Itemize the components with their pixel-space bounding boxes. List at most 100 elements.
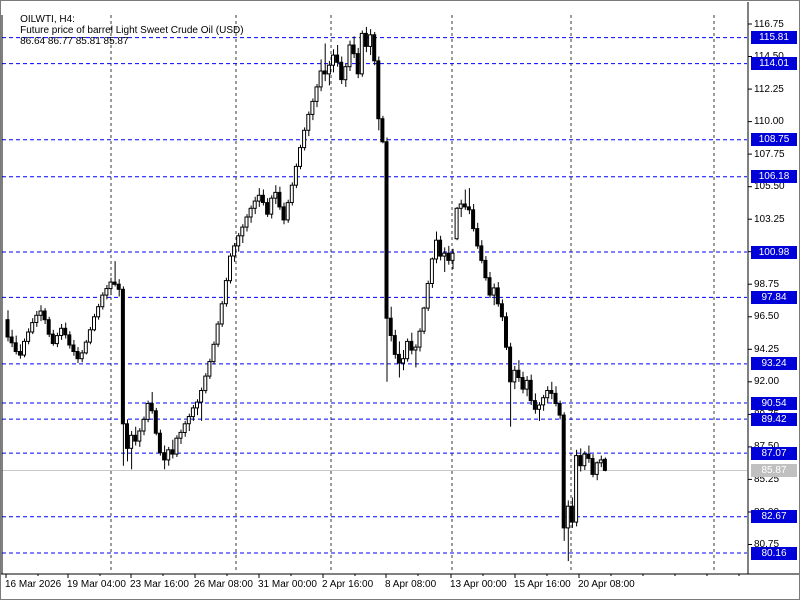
candle-body	[499, 303, 504, 318]
candle-body	[359, 32, 364, 75]
candle-body	[289, 184, 294, 203]
time-tick-label: 16 Mar 2026	[5, 579, 62, 590]
candle-body	[219, 303, 224, 325]
candle-body	[508, 346, 513, 383]
candle-body	[479, 245, 484, 261]
candle-body	[269, 197, 274, 215]
price-level-badge[interactable]: 87.07	[751, 446, 797, 460]
candle-body	[442, 252, 447, 257]
candle-body	[565, 505, 570, 529]
candle-body	[256, 194, 261, 202]
price-tick-label: 80.75	[754, 539, 780, 550]
price-level-badge[interactable]: 97.84	[751, 290, 797, 304]
candle-body	[578, 455, 583, 467]
candle-body	[355, 53, 360, 75]
candle-body	[67, 334, 72, 346]
price-level-badge[interactable]: 106.18	[751, 170, 797, 184]
candle-body	[372, 34, 377, 62]
candle-body	[569, 505, 574, 523]
candle-body	[96, 306, 101, 318]
price-level-badge[interactable]: 80.16	[751, 546, 797, 560]
price-level-badge[interactable]: 100.98	[751, 245, 797, 259]
candle-body	[594, 462, 599, 475]
candle-body	[322, 70, 327, 75]
candle-body	[331, 54, 335, 66]
candle-body	[401, 358, 405, 364]
candle-body	[232, 245, 237, 257]
price-level-badge[interactable]: 108.75	[751, 133, 797, 147]
candle-body	[483, 259, 488, 279]
candle-body	[281, 206, 286, 221]
candle-body	[178, 431, 183, 439]
candle-body	[491, 287, 496, 296]
candle-body	[310, 100, 315, 115]
candle-body	[228, 255, 232, 282]
candle-body	[343, 66, 348, 81]
candle-body	[79, 352, 84, 360]
candle-body	[537, 404, 541, 410]
current-price-badge: 85.87	[751, 464, 797, 477]
candle-body	[87, 329, 92, 343]
candle-body	[598, 459, 603, 464]
candle-body	[108, 281, 113, 290]
candle-body	[34, 314, 39, 323]
candle-body	[314, 86, 319, 102]
candle-body	[302, 129, 307, 149]
candle-body	[458, 203, 463, 209]
candle-body	[545, 390, 550, 399]
candle-body	[326, 64, 331, 75]
candle-body	[195, 401, 199, 409]
candle-body	[260, 194, 265, 204]
candle-body	[541, 397, 546, 406]
candle-body	[417, 330, 422, 348]
candle-body	[63, 327, 68, 336]
candle-body	[133, 434, 138, 442]
candle-body	[475, 228, 480, 247]
candle-body	[504, 316, 508, 348]
price-level-badge[interactable]: 114.01	[751, 57, 797, 71]
candle-body	[450, 252, 455, 261]
candle-body	[137, 430, 142, 442]
candle-body	[388, 317, 393, 337]
candle-body	[38, 310, 43, 316]
current-bar-ohlc: 86.64 86.77 85.81 85.87	[20, 36, 129, 47]
symbol-timeframe-label: OILWTI, H4:	[20, 14, 75, 25]
candle-body	[446, 252, 451, 261]
candle-body	[141, 418, 146, 432]
candle-body	[351, 44, 356, 55]
candle-body	[203, 375, 208, 392]
candle-body	[434, 239, 438, 260]
price-level-badge[interactable]: 90.54	[751, 396, 797, 410]
candle-body	[306, 113, 311, 131]
price-tick-label: 92.00	[754, 376, 780, 388]
candle-body	[557, 403, 562, 416]
candle-body	[116, 283, 121, 290]
candle-body	[215, 323, 220, 345]
price-level-badge[interactable]: 115.81	[751, 31, 797, 45]
price-level-badge[interactable]: 82.67	[751, 510, 797, 524]
price-tick-label: 107.75	[754, 148, 785, 160]
candle-body	[471, 209, 476, 230]
candle-body	[9, 336, 14, 344]
time-tick-label: 2 Apr 16:00	[322, 579, 374, 590]
candle-body	[524, 379, 529, 390]
candle-body	[454, 207, 459, 240]
candle-body	[174, 437, 179, 455]
candle-body	[512, 369, 517, 383]
candle-body	[42, 310, 47, 321]
candle-body	[59, 327, 64, 336]
candle-body	[561, 414, 566, 529]
price-level-badge[interactable]: 93.24	[751, 357, 797, 371]
candle-body	[318, 70, 323, 88]
candle-body	[429, 258, 434, 284]
candle-body	[153, 410, 158, 434]
price-tick-label: 110.00	[754, 116, 784, 128]
candle-body	[26, 331, 31, 342]
time-tick-label: 8 Apr 08:00	[385, 579, 437, 590]
time-tick-label: 19 Mar 04:00	[67, 579, 126, 590]
candle-body	[347, 44, 352, 68]
candle-body	[100, 294, 105, 308]
price-level-badge[interactable]: 89.42	[751, 412, 797, 426]
candle-body	[207, 361, 212, 377]
